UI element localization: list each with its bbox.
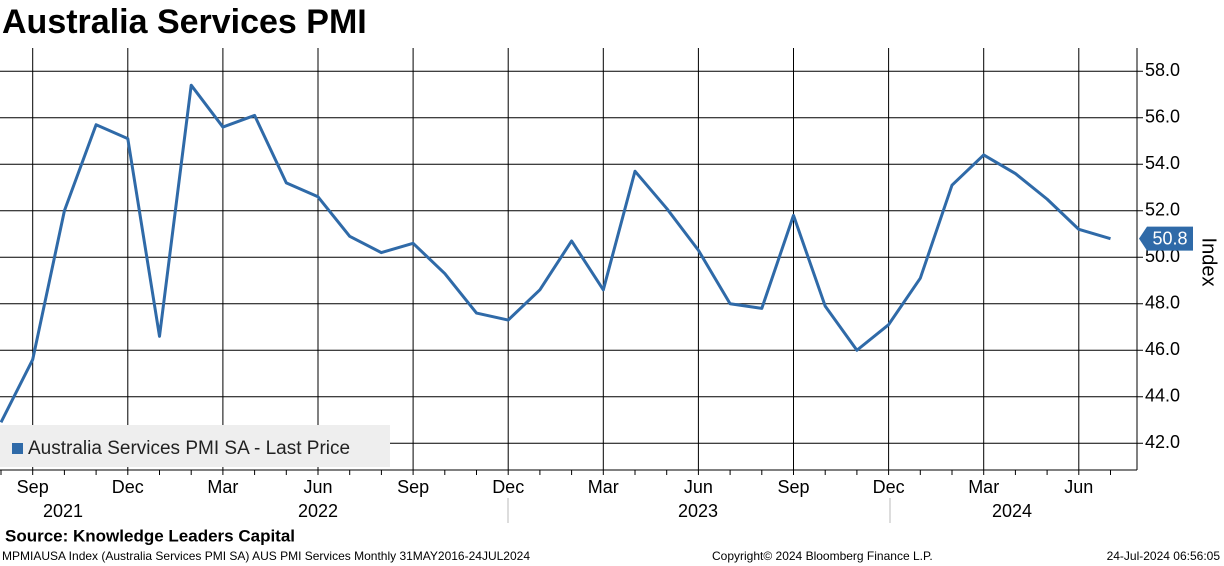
y-tick-label: 50.0 [1145, 246, 1180, 266]
y-tick-label: 56.0 [1145, 107, 1180, 127]
y-tick-label: 48.0 [1145, 293, 1180, 313]
y-tick-label: 58.0 [1145, 60, 1180, 80]
x-tick-label: Jun [303, 477, 332, 497]
copyright: Copyright© 2024 Bloomberg Finance L.P. [712, 549, 933, 563]
x-tick-label: Dec [112, 477, 144, 497]
y-axis-label: Index [1198, 238, 1220, 287]
x-tick-label: Sep [777, 477, 809, 497]
legend-label: Australia Services PMI SA - Last Price [28, 438, 350, 459]
legend-box [0, 425, 390, 467]
y-tick-label: 46.0 [1145, 339, 1180, 359]
x-group-label: 2023 [678, 501, 718, 521]
x-tick-label: Jun [684, 477, 713, 497]
x-tick-label: Sep [17, 477, 49, 497]
x-tick-label: Mar [968, 477, 999, 497]
x-tick-label: Sep [397, 477, 429, 497]
source: Source: Knowledge Leaders Capital [5, 526, 295, 545]
x-tick-label: Mar [207, 477, 238, 497]
legend-swatch [12, 443, 23, 454]
footer-left: MPMIAUSA Index (Australia Services PMI S… [2, 549, 530, 563]
y-tick-label: 44.0 [1145, 386, 1180, 406]
x-group-label: 2024 [992, 501, 1032, 521]
x-tick-label: Mar [588, 477, 619, 497]
x-tick-label: Dec [873, 477, 905, 497]
x-tick-label: Dec [492, 477, 524, 497]
last-value-flag [1139, 226, 1193, 251]
x-group-label: 2022 [298, 501, 338, 521]
y-tick-label: 52.0 [1145, 200, 1180, 220]
line-series [0, 83, 1111, 424]
last-value-label: 50.8 [1152, 228, 1187, 248]
x-group-label: 2021 [43, 501, 83, 521]
y-tick-label: 42.0 [1145, 432, 1180, 452]
timestamp: 24-Jul-2024 06:56:05 [1107, 549, 1221, 563]
chart-title: Australia Services PMI [2, 3, 367, 41]
y-tick-label: 54.0 [1145, 153, 1180, 173]
x-tick-label: Jun [1064, 477, 1093, 497]
